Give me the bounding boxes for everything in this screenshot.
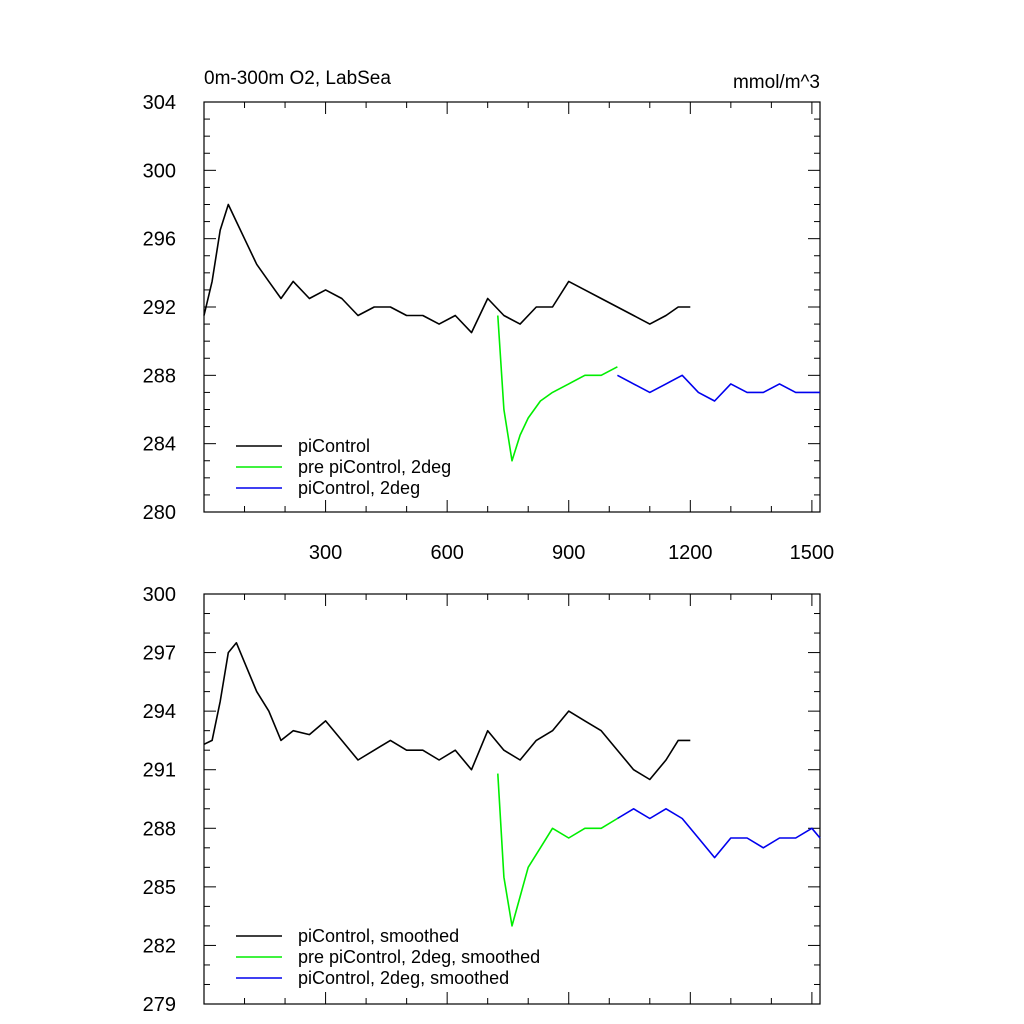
y-tick-labels: 279 282 285 288 291 294 297 300 <box>143 584 176 1016</box>
plot-frame <box>203 593 821 1005</box>
y-tick-label: 300 <box>143 584 176 606</box>
y-tick-label: 296 <box>143 229 176 251</box>
legend-label: pre piControl, 2deg <box>298 457 451 477</box>
series-line-0 <box>203 641 691 781</box>
bottom-panel: 279 282 285 288 291 294 297 300 piControl, smoo… <box>143 584 821 1016</box>
tick-marks <box>204 593 820 1005</box>
series-lines <box>203 203 820 462</box>
x-tick-label: 300 <box>309 542 342 564</box>
y-tick-label: 300 <box>143 160 176 182</box>
plot-frame <box>203 101 821 513</box>
series-line-2 <box>616 807 821 859</box>
series-line-2 <box>617 374 820 402</box>
top-panel: 0m-300m O2, LabSea mmol/m^3 280 284 288 292… <box>143 68 835 564</box>
unit-label: mmol/m^3 <box>733 72 820 93</box>
x-tick-label: 1500 <box>790 542 835 564</box>
x-tick-label: 600 <box>430 542 463 564</box>
legend-label: piControl, 2deg, smoothed <box>298 968 509 988</box>
y-tick-label: 288 <box>143 365 176 387</box>
legend-label: piControl, smoothed <box>298 926 459 946</box>
y-tick-label: 292 <box>143 297 176 319</box>
series-line-1 <box>497 315 618 462</box>
x-tick-label: 900 <box>552 542 585 564</box>
x-tick-labels: 300 600 900 1200 1500 <box>309 542 834 564</box>
y-tick-label: 279 <box>143 994 176 1016</box>
y-tick-label: 282 <box>143 935 176 957</box>
series-line-1 <box>497 773 618 927</box>
legend-label: piControl, 2deg <box>298 478 420 498</box>
tick-marks <box>204 101 820 513</box>
y-tick-label: 280 <box>143 502 176 524</box>
series-line-0 <box>203 203 691 334</box>
y-tick-label: 284 <box>143 434 176 456</box>
legend-label: piControl <box>298 436 370 456</box>
y-tick-label: 288 <box>143 818 176 840</box>
x-tick-label: 1200 <box>668 542 713 564</box>
y-tick-label: 285 <box>143 877 176 899</box>
y-tick-label: 297 <box>143 643 176 665</box>
y-tick-label: 294 <box>143 701 176 723</box>
y-tick-label: 304 <box>143 92 176 114</box>
chart-title: 0m-300m O2, LabSea <box>204 68 391 89</box>
series-lines <box>203 641 821 927</box>
y-tick-label: 291 <box>143 760 176 782</box>
legend-label: pre piControl, 2deg, smoothed <box>298 947 540 967</box>
y-tick-labels: 280 284 288 292 296 300 304 <box>143 92 176 524</box>
